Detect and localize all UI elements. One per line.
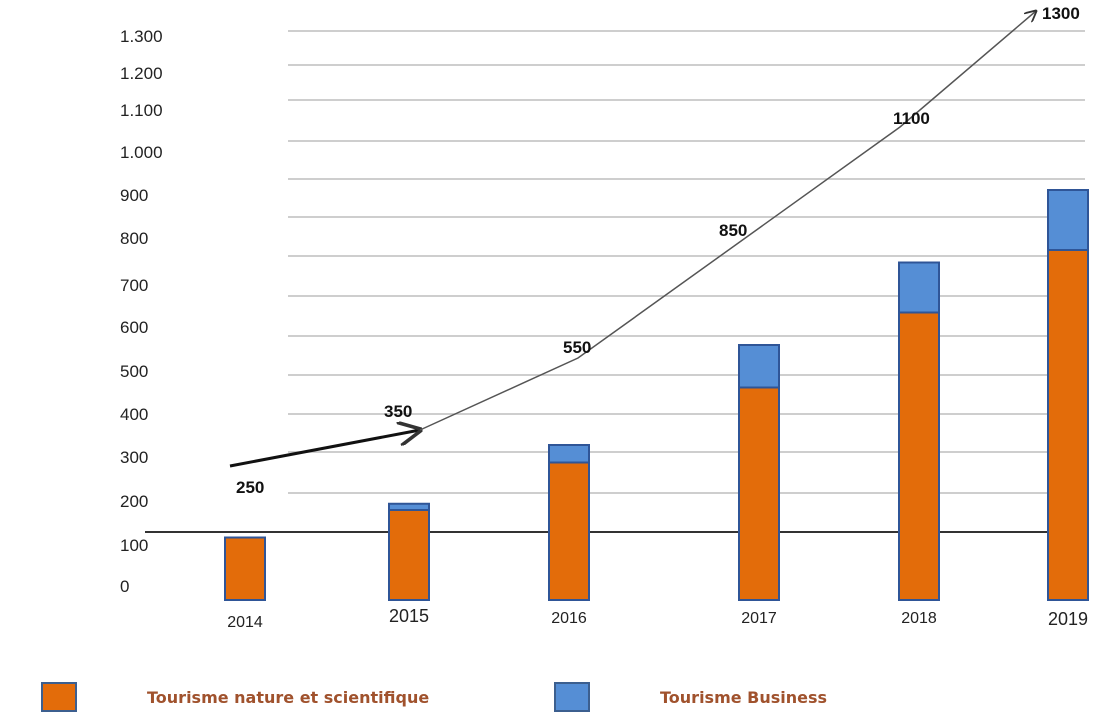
trend-label-2016: 550: [563, 338, 591, 357]
trend-label-2017: 850: [719, 221, 747, 240]
trend-arrow-segment: [419, 11, 1036, 431]
y-axis-tick-labels: 0 100 200 300 400 500 600 700 800 900 1.000 1.100 1.…: [120, 27, 163, 596]
y-tick-label: 400: [120, 405, 148, 424]
y-tick-label: 200: [120, 492, 148, 511]
stacked-bar-chart: 0 100 200 300 400 500 600 700 800 900 1.000 1.100 1.…: [120, 4, 1089, 631]
y-tick-label: 100: [120, 536, 148, 555]
trend-arrow-segment: [229, 430, 420, 468]
y-tick-label: 300: [120, 448, 148, 467]
bar-segment-business-2017: [738, 344, 780, 389]
x-axis-tick-labels: 2014 2015 2016 2017 2018 2019: [227, 606, 1088, 631]
legend-item-business: Tourisme Business: [554, 682, 827, 712]
legend-swatch-nature: [41, 682, 77, 712]
y-tick-label: 800: [120, 229, 148, 248]
trend-label-2019: 1300: [1042, 4, 1080, 23]
y-tick-label: 900: [120, 186, 148, 205]
bar-segment-nature-2015: [388, 509, 430, 601]
y-tick-label: 1.300: [120, 27, 163, 46]
trend-label-2015: 350: [384, 402, 412, 421]
trend-arrow: 250 350 550 850 1100 1300: [229, 4, 1080, 497]
x-tick-label: 2017: [741, 610, 777, 627]
bar-segment-business-2016: [548, 444, 590, 464]
legend-label-nature: Tourisme nature et scientifique: [147, 687, 430, 707]
x-tick-label: 2015: [389, 606, 429, 626]
y-tick-label: 600: [120, 318, 148, 337]
legend-swatch-business: [554, 682, 590, 712]
y-tick-label: 700: [120, 276, 148, 295]
bar-segment-nature-2017: [738, 386, 780, 601]
bar-segment-nature-2014: [224, 536, 266, 601]
x-tick-label: 2018: [901, 610, 937, 627]
y-tick-label: 0: [120, 577, 129, 596]
bars: [224, 189, 1089, 601]
y-tick-label: 1.100: [120, 101, 163, 120]
trend-label-2014: 250: [236, 478, 264, 497]
y-tick-label: 1.200: [120, 64, 163, 83]
bar-segment-business-2019: [1047, 189, 1089, 251]
bar-segment-nature-2019: [1047, 249, 1089, 601]
bar-segment-business-2018: [898, 261, 940, 314]
legend-item-nature: Tourisme nature et scientifique: [41, 682, 429, 712]
legend-label-business: Tourisme Business: [660, 687, 828, 707]
bar-segment-nature-2016: [548, 461, 590, 601]
bar-segment-nature-2018: [898, 311, 940, 601]
y-tick-label: 500: [120, 362, 148, 381]
x-tick-label: 2016: [551, 610, 587, 627]
y-tick-label: 1.000: [120, 143, 163, 162]
trend-label-2018: 1100: [893, 109, 930, 128]
x-tick-label: 2014: [227, 614, 263, 631]
x-tick-label: 2019: [1048, 609, 1088, 629]
bar-segment-business-2015: [388, 502, 430, 511]
